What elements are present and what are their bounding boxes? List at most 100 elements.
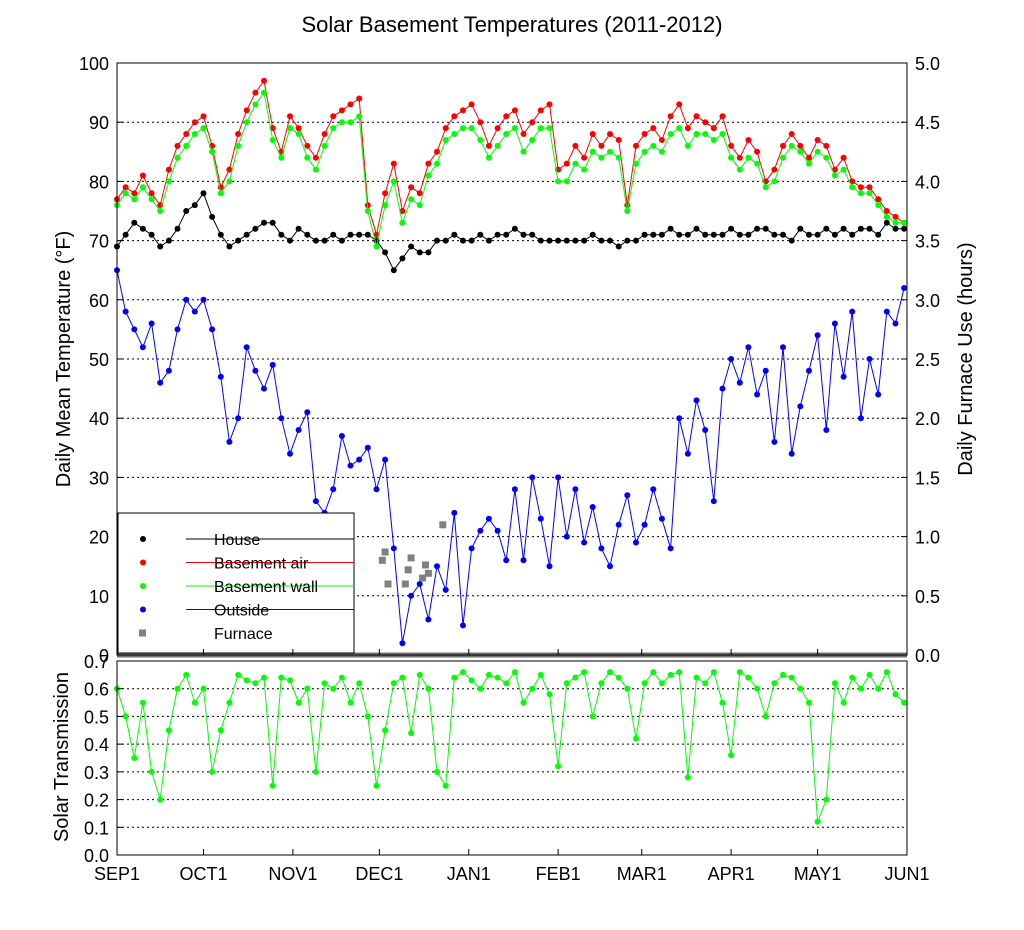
data-point bbox=[875, 202, 882, 209]
data-point bbox=[719, 113, 726, 120]
data-point bbox=[312, 498, 319, 505]
data-point bbox=[849, 674, 856, 681]
data-point bbox=[183, 296, 190, 303]
data-point bbox=[840, 225, 847, 232]
data-point bbox=[312, 237, 319, 244]
x-ticks: SEP1 OCT1 NOV1 DEC1 JAN1 FEB1 MAR1 APR1 MAY1 JUN1 bbox=[94, 649, 930, 884]
data-point bbox=[122, 184, 129, 191]
data-point bbox=[797, 403, 804, 410]
data-point bbox=[719, 231, 726, 238]
data-point bbox=[226, 178, 233, 185]
y2-tick-label: 0.5 bbox=[915, 587, 940, 607]
data-point bbox=[520, 699, 527, 706]
data-point bbox=[503, 131, 510, 137]
data-point bbox=[624, 208, 631, 214]
data-point bbox=[650, 669, 657, 676]
x-tick-label: NOV1 bbox=[268, 864, 317, 884]
data-point bbox=[892, 219, 899, 226]
data-point bbox=[615, 154, 622, 161]
data-point bbox=[408, 184, 415, 191]
data-point bbox=[754, 148, 761, 155]
data-point bbox=[624, 685, 631, 692]
y-tick-label: 0.0 bbox=[84, 846, 109, 866]
data-point bbox=[269, 137, 276, 143]
data-point bbox=[719, 385, 726, 392]
data-point bbox=[589, 148, 596, 155]
data-point bbox=[356, 680, 363, 687]
data-point bbox=[892, 691, 899, 698]
data-point bbox=[131, 326, 138, 333]
data-point bbox=[235, 415, 242, 422]
data-point bbox=[460, 622, 466, 629]
data-point bbox=[728, 356, 735, 362]
data-point bbox=[563, 237, 570, 244]
data-point bbox=[235, 131, 242, 137]
data-point bbox=[252, 89, 259, 96]
data-point bbox=[736, 669, 743, 676]
data-point bbox=[209, 768, 216, 775]
data-point bbox=[745, 674, 752, 681]
data-point bbox=[615, 137, 622, 143]
data-point bbox=[503, 557, 510, 564]
data-point bbox=[382, 249, 389, 256]
data-point bbox=[157, 379, 164, 386]
data-point bbox=[511, 225, 518, 232]
y-tick-label: 30 bbox=[89, 468, 109, 488]
data-point bbox=[537, 125, 544, 132]
data-point bbox=[788, 237, 795, 244]
data-point bbox=[252, 680, 259, 687]
data-point bbox=[736, 166, 743, 173]
data-point bbox=[468, 545, 475, 552]
data-point bbox=[607, 237, 613, 244]
data-point bbox=[131, 196, 138, 203]
data-point bbox=[226, 243, 233, 250]
data-point bbox=[840, 373, 847, 380]
data-point bbox=[537, 515, 544, 522]
data-point bbox=[684, 450, 691, 457]
data-point bbox=[546, 125, 553, 132]
data-point bbox=[494, 142, 501, 149]
data-point bbox=[494, 527, 501, 534]
data-point bbox=[693, 397, 700, 404]
data-point bbox=[875, 685, 882, 692]
data-point bbox=[451, 509, 458, 516]
y2-tick-label: 3.5 bbox=[915, 232, 940, 252]
data-point bbox=[287, 125, 293, 132]
legend-marker bbox=[139, 629, 146, 637]
legend: House Basement air Basement wall Outside Fur… bbox=[117, 512, 355, 654]
data-point bbox=[451, 674, 458, 681]
data-point bbox=[347, 119, 354, 126]
furnace-point bbox=[422, 561, 429, 569]
data-point bbox=[831, 231, 838, 238]
data-point bbox=[364, 444, 371, 451]
data-point bbox=[745, 137, 752, 143]
data-point bbox=[572, 486, 579, 493]
data-point bbox=[667, 113, 674, 120]
data-point bbox=[287, 450, 293, 457]
data-point bbox=[304, 142, 311, 149]
furnace-point bbox=[404, 566, 412, 574]
data-point bbox=[252, 367, 259, 374]
data-point bbox=[174, 142, 181, 149]
data-point bbox=[780, 154, 786, 161]
data-point bbox=[122, 231, 129, 238]
legend-marker bbox=[140, 536, 146, 542]
data-point bbox=[520, 231, 527, 238]
data-point bbox=[191, 131, 198, 137]
data-point bbox=[762, 713, 769, 720]
data-point bbox=[866, 190, 873, 197]
data-point bbox=[676, 125, 683, 132]
data-point bbox=[399, 255, 406, 262]
data-point bbox=[434, 237, 440, 244]
y2-tick-label: 4.0 bbox=[915, 172, 940, 192]
data-point bbox=[442, 586, 449, 593]
data-point bbox=[754, 391, 761, 398]
data-point bbox=[364, 208, 371, 214]
data-point bbox=[261, 219, 267, 226]
data-point bbox=[485, 154, 492, 161]
data-point bbox=[468, 677, 475, 684]
data-point bbox=[468, 101, 475, 108]
data-point bbox=[633, 160, 639, 167]
data-point bbox=[295, 125, 302, 132]
data-point bbox=[901, 225, 908, 232]
